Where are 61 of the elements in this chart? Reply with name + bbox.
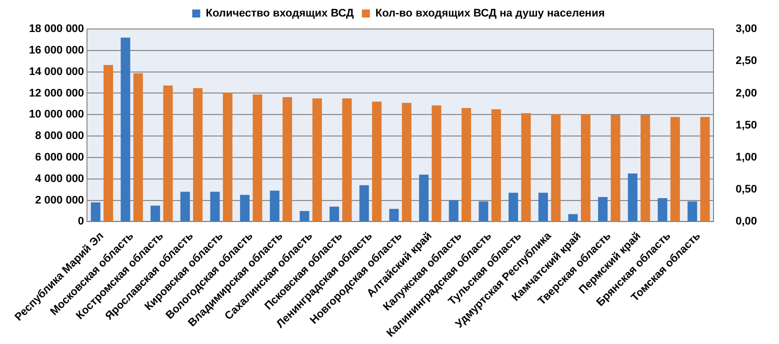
y-tick-label: 18 000 000 [28,23,84,36]
y2-tick-label: 2,50 [736,55,758,68]
bar [270,190,280,222]
bar [580,114,590,222]
y2-tick-label: 3,00 [736,23,758,36]
bar [104,64,114,222]
bar [133,73,143,222]
bar [700,116,710,222]
bar [359,185,369,222]
bar [222,92,232,222]
bar [240,194,250,222]
bar [342,98,352,222]
bar [491,109,501,222]
bar [330,206,340,222]
y-tick-label: 10 000 000 [28,108,84,121]
y-tick-label: 14 000 000 [28,66,84,78]
bar [610,115,620,222]
bar [419,174,429,222]
bar [688,201,698,222]
bar [478,201,488,222]
bar [521,113,531,222]
bar [120,38,130,222]
bar [640,115,650,222]
y-tick-label: 4 000 000 [35,172,84,185]
bar [462,108,472,222]
bar [389,208,399,222]
bar [312,98,322,222]
bar [282,97,292,222]
bar [658,198,668,222]
y2-tick-label: 0,00 [736,216,758,228]
bar [163,86,173,222]
y-tick-label: 6 000 000 [35,151,84,164]
bar [193,88,203,222]
bar [180,192,190,222]
bar [90,202,100,222]
y-tick-label: 2 000 000 [35,194,84,206]
legend-label: Количество входящих ВСД [206,8,354,20]
y2-tick-label: 0,50 [736,184,758,196]
bar [568,214,578,222]
bar [538,192,548,222]
y2-tick-label: 1,50 [736,119,758,132]
legend-label: Кол-во входящих ВСД на душу населения [375,8,605,20]
y-tick-label: 0 [78,216,84,228]
bar [372,102,382,222]
bar [210,192,220,222]
bar [598,197,608,222]
bar [432,105,442,222]
bar [300,210,310,222]
bar [670,116,680,222]
bar [628,173,638,222]
bar [402,102,412,222]
y-tick-label: 12 000 000 [28,87,84,100]
bar [508,192,518,222]
bar [448,200,458,222]
y-tick-label: 16 000 000 [28,44,84,56]
y-tick-label: 8 000 000 [35,130,84,142]
bar [252,94,262,222]
y2-tick-label: 2,00 [736,87,758,100]
y2-tick-label: 1,00 [736,151,758,164]
bar [551,114,561,222]
bar [150,206,160,222]
